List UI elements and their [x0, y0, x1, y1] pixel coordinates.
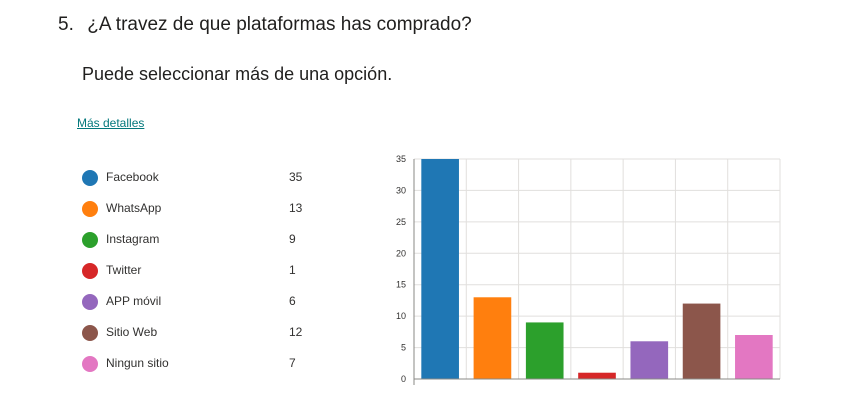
legend-item-facebook: Facebook 35 — [82, 162, 322, 193]
legend-label: Twitter — [106, 263, 142, 277]
bar-app-móvil[interactable] — [630, 341, 669, 379]
legend-dot — [82, 231, 98, 248]
bar-facebook[interactable] — [421, 159, 459, 379]
legend-count: 13 — [289, 201, 303, 215]
legend-count: 6 — [289, 294, 296, 308]
legend-count: 7 — [289, 356, 296, 370]
y-tick-label: 20 — [396, 248, 406, 258]
bar-sitio-web[interactable] — [682, 303, 721, 379]
legend: Facebook 35 WhatsApp 13 Instagram 9 Twit… — [82, 162, 322, 379]
bar-chart: 0 5 10 15 20 25 30 35 — [396, 154, 781, 385]
legend-label: Sitio Web — [106, 325, 158, 339]
bar-whatsapp[interactable] — [473, 297, 512, 379]
question-number: 5. — [58, 14, 74, 35]
question-title: 5. ¿A travez de que plataformas has comp… — [58, 14, 472, 36]
y-tick-label: 25 — [396, 217, 406, 227]
legend-count: 1 — [289, 263, 296, 277]
legend-dot — [82, 324, 98, 341]
legend-label: Facebook — [106, 170, 159, 184]
legend-item-ningun-sitio: Ningun sitio 7 — [82, 348, 322, 379]
bar-ningun-sitio[interactable] — [735, 335, 773, 379]
legend-dot — [82, 355, 98, 372]
legend-count: 35 — [289, 170, 303, 184]
y-tick-label: 30 — [396, 185, 406, 195]
legend-item-instagram: Instagram 9 — [82, 224, 322, 255]
question-subtitle: Puede seleccionar más de una opción. — [82, 64, 393, 84]
legend-label: APP móvil — [106, 294, 162, 308]
legend-count: 12 — [289, 325, 303, 339]
legend-item-twitter: Twitter 1 — [82, 255, 322, 286]
y-tick-label: 0 — [401, 374, 406, 384]
legend-dot — [82, 200, 98, 217]
bar-twitter[interactable] — [578, 372, 616, 379]
y-tick-label: 35 — [396, 154, 406, 164]
legend-item-sitio-web: Sitio Web 12 — [82, 317, 322, 348]
legend-label: WhatsApp — [106, 201, 162, 215]
more-details-link[interactable]: Más detalles — [77, 116, 145, 130]
bar-instagram[interactable] — [525, 322, 564, 379]
legend-dot — [82, 293, 98, 310]
legend-item-app-movil: APP móvil 6 — [82, 286, 322, 317]
y-tick-label: 10 — [396, 311, 406, 321]
y-tick-label: 15 — [396, 280, 406, 290]
legend-count: 9 — [289, 232, 296, 246]
legend-label: Ningun sitio — [106, 356, 169, 370]
question-text: ¿A travez de que plataformas has comprad… — [87, 14, 472, 35]
y-tick-label: 5 — [401, 343, 406, 353]
legend-dot — [82, 169, 98, 186]
legend-dot — [82, 262, 98, 279]
legend-item-whatsapp: WhatsApp 13 — [82, 193, 322, 224]
legend-label: Instagram — [106, 232, 160, 246]
